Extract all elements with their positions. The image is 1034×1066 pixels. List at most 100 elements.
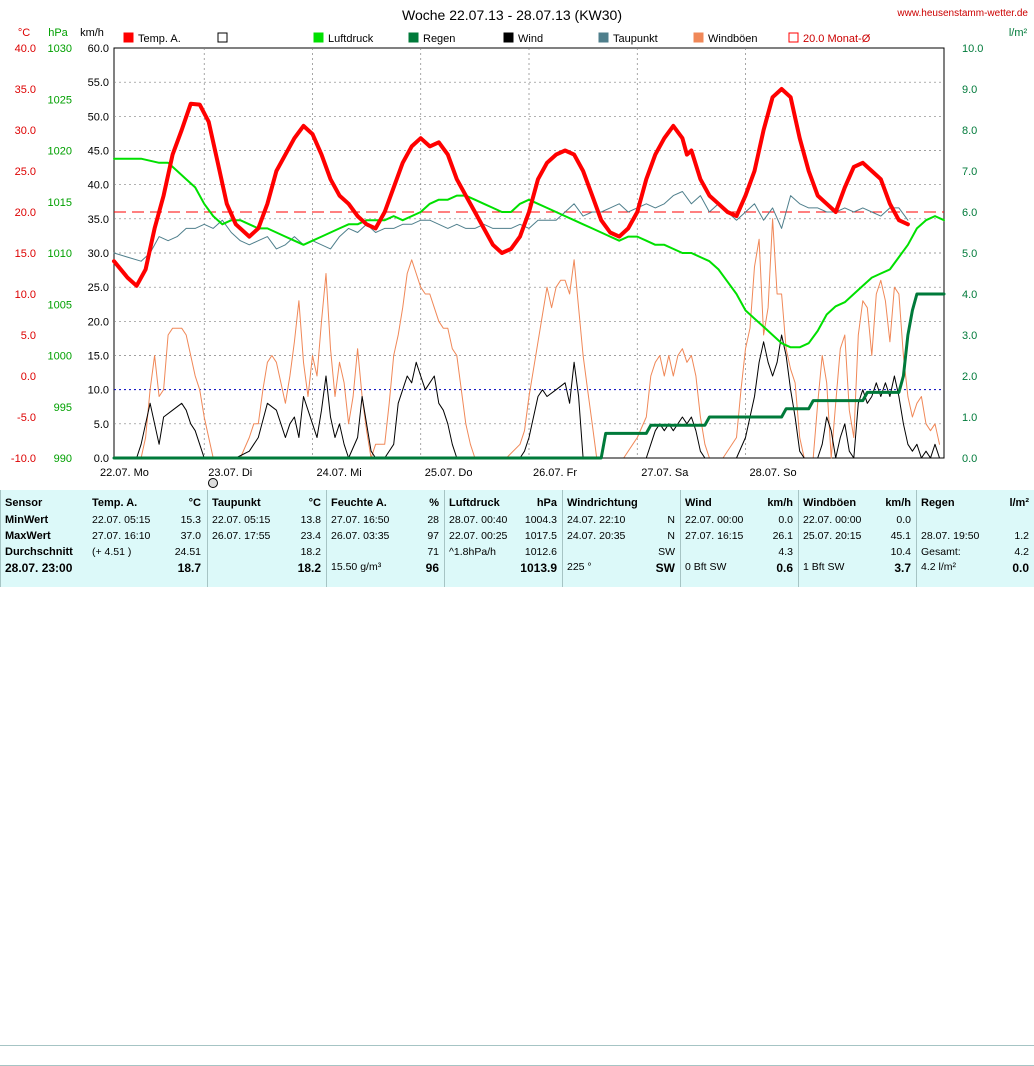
temp-unit-label: °C bbox=[18, 27, 30, 39]
rain-tick-4: 6.0 bbox=[962, 207, 977, 219]
stats-table: Sensor MinWert MaxWert Durchschnitt 28.0… bbox=[0, 490, 1034, 1066]
temp-tick-10: -10.0 bbox=[11, 453, 36, 465]
cell-cur: 15.50 g/m³ 96 bbox=[331, 561, 439, 575]
wind-unit-label: km/h bbox=[80, 27, 104, 39]
wind-tick-3: 45.0 bbox=[88, 146, 109, 158]
rain-tick-1: 9.0 bbox=[962, 84, 977, 96]
cell-max: 28.07. 19:50 1.2 bbox=[921, 530, 1029, 542]
stats-column-4: Windrichtung 24.07. 22:10 N 24.07. 20:35 N SW… bbox=[562, 490, 681, 587]
temp-tick-0: 40.0 bbox=[15, 43, 36, 55]
temp-tick-2: 30.0 bbox=[15, 125, 36, 137]
wind-tick-6: 30.0 bbox=[88, 248, 109, 260]
cell-avg: 71 bbox=[427, 546, 439, 558]
pressure-tick-8: 990 bbox=[54, 453, 72, 465]
rain-tick-10: 0.0 bbox=[962, 453, 977, 465]
column-header: Windböen km/h bbox=[803, 497, 911, 509]
cell-cur: 0 Bft SW 0.6 bbox=[685, 561, 793, 575]
chart-legend: Temp. A. Luftdruck Regen Wind Taupunkt Windbö… bbox=[123, 32, 871, 45]
temp-tick-5: 15.0 bbox=[15, 248, 36, 260]
chart-title: Woche 22.07.13 - 28.07.13 (KW30) bbox=[402, 7, 622, 23]
rain-tick-8: 2.0 bbox=[962, 371, 977, 383]
stats-column-2: Feuchte A.% 27.07. 16:50 28 26.07. 03:35 97 7… bbox=[326, 490, 445, 587]
column-header: Temp. A. °C bbox=[92, 497, 201, 509]
series-line-windb-en bbox=[113, 218, 940, 459]
cell-min: 22.07. 00:00 0.0 bbox=[685, 514, 793, 526]
legend-label-3: Regen bbox=[423, 33, 455, 45]
legend-label-2: Luftdruck bbox=[328, 33, 374, 45]
temp-tick-7: 5.0 bbox=[21, 330, 36, 342]
wind-tick-8: 20.0 bbox=[88, 316, 109, 328]
temp-tick-9: -5.0 bbox=[17, 412, 36, 424]
wind-tick-4: 40.0 bbox=[88, 180, 109, 192]
cell-avg: 18.2 bbox=[300, 546, 321, 558]
cell-avg: 10.4 bbox=[890, 546, 911, 558]
legend-label-7: 20.0 Monat-Ø bbox=[803, 33, 871, 45]
series-line-taupunkt bbox=[113, 191, 909, 262]
series-line-regen bbox=[112, 292, 946, 460]
cell-cur: 18.2 bbox=[297, 561, 321, 575]
cell-max: 22.07. 00:25 1017.5 bbox=[449, 530, 557, 542]
cell-min: 24.07. 22:10 N bbox=[567, 514, 675, 526]
rain-tick-9: 1.0 bbox=[962, 412, 977, 424]
cell-cur: 225 ° SW bbox=[567, 561, 675, 575]
wind-tick-2: 50.0 bbox=[88, 111, 109, 123]
cell-min: 22.07. 00:00 0.0 bbox=[803, 514, 911, 526]
wind-tick-1: 55.0 bbox=[88, 77, 109, 89]
pressure-tick-0: 1030 bbox=[48, 43, 72, 55]
wind-tick-12: 0.0 bbox=[94, 453, 109, 465]
scroll-handle-icon[interactable] bbox=[208, 478, 218, 488]
weather-chart: Woche 22.07.13 - 28.07.13 (KW30) www.heu… bbox=[11, 7, 1028, 488]
x-label-5: 27.07. Sa bbox=[641, 467, 689, 479]
column-header: Feuchte A.% bbox=[331, 497, 439, 509]
legend-swatch-5 bbox=[598, 32, 609, 43]
temp-tick-8: 0.0 bbox=[21, 371, 36, 383]
column-header: Luftdruck hPa bbox=[449, 497, 557, 509]
legend-swatch-3 bbox=[408, 32, 419, 43]
column-header: Regen l/m² bbox=[921, 497, 1029, 509]
cell-max: 27.07. 16:15 26.1 bbox=[685, 530, 793, 542]
legend-label-4: Wind bbox=[518, 33, 543, 45]
stats-column-7: Regen l/m² 28.07. 19:50 1.2 Gesamt: 4.2 4.2 l/… bbox=[916, 490, 1034, 587]
stats-column-6: Windböen km/h 22.07. 00:00 0.0 25.07. 20:15 4… bbox=[798, 490, 917, 587]
legend-swatch-1 bbox=[217, 32, 228, 43]
pressure-tick-5: 1005 bbox=[48, 299, 72, 311]
current-row-band bbox=[0, 1045, 1034, 1066]
column-header: Taupunkt °C bbox=[212, 497, 321, 509]
current-row-label: 28.07. 23:00 bbox=[5, 561, 73, 575]
x-label-2: 24.07. Mi bbox=[316, 467, 361, 479]
stats-column-3: Luftdruck hPa 28.07. 00:40 1004.3 22.07. 00:… bbox=[444, 490, 563, 587]
cell-min: 22.07. 05:15 15.3 bbox=[92, 514, 201, 526]
series-line-wind bbox=[113, 334, 940, 459]
pressure-tick-2: 1020 bbox=[48, 146, 72, 158]
temp-tick-6: 10.0 bbox=[15, 289, 36, 301]
cell-cur: 4.2 l/m² 0.0 bbox=[921, 561, 1029, 575]
min-row-label: MinWert bbox=[5, 514, 49, 526]
rain-tick-5: 5.0 bbox=[962, 248, 977, 260]
x-label-3: 25.07. Do bbox=[425, 467, 473, 479]
cell-avg: 4.3 bbox=[778, 546, 793, 558]
site-url[interactable]: www.heusenstamm-wetter.de bbox=[896, 8, 1028, 19]
pressure-tick-6: 1000 bbox=[48, 351, 72, 363]
axis-ticks: 40.0 35.0 30.0 25.0 20.0 15.0 10.0 5.0 0.0 -5.0 -1… bbox=[11, 43, 984, 479]
cell-max: 26.07. 17:55 23.4 bbox=[212, 530, 321, 542]
cell-cur: 1013.9 bbox=[520, 561, 557, 575]
x-label-0: 22.07. Mo bbox=[100, 467, 149, 479]
legend-swatch-6 bbox=[693, 32, 704, 43]
pressure-tick-3: 1015 bbox=[48, 197, 72, 209]
x-label-4: 26.07. Fr bbox=[533, 467, 577, 479]
legend-swatch-0 bbox=[123, 32, 134, 43]
rain-unit-label: l/m² bbox=[1009, 27, 1028, 39]
stats-column-1: Taupunkt °C 22.07. 05:15 13.8 26.07. 17:55 23… bbox=[207, 490, 327, 587]
cell-cur: 18.7 bbox=[177, 561, 201, 575]
cell-avg: SW bbox=[658, 546, 675, 558]
cell-cur: 1 Bft SW 3.7 bbox=[803, 561, 911, 575]
cell-min: 27.07. 16:50 28 bbox=[331, 514, 439, 526]
cell-max: 25.07. 20:15 45.1 bbox=[803, 530, 911, 542]
cell-max: 26.07. 03:35 97 bbox=[331, 530, 439, 542]
legend-swatch-2 bbox=[313, 32, 324, 43]
stats-column-5: Wind km/h 22.07. 00:00 0.0 27.07. 16:15 26.1 4… bbox=[680, 490, 799, 587]
x-label-1: 23.07. Di bbox=[208, 467, 252, 479]
pressure-unit-label: hPa bbox=[48, 27, 68, 39]
legend-label-6: Windböen bbox=[708, 33, 758, 45]
rain-tick-6: 4.0 bbox=[962, 289, 977, 301]
